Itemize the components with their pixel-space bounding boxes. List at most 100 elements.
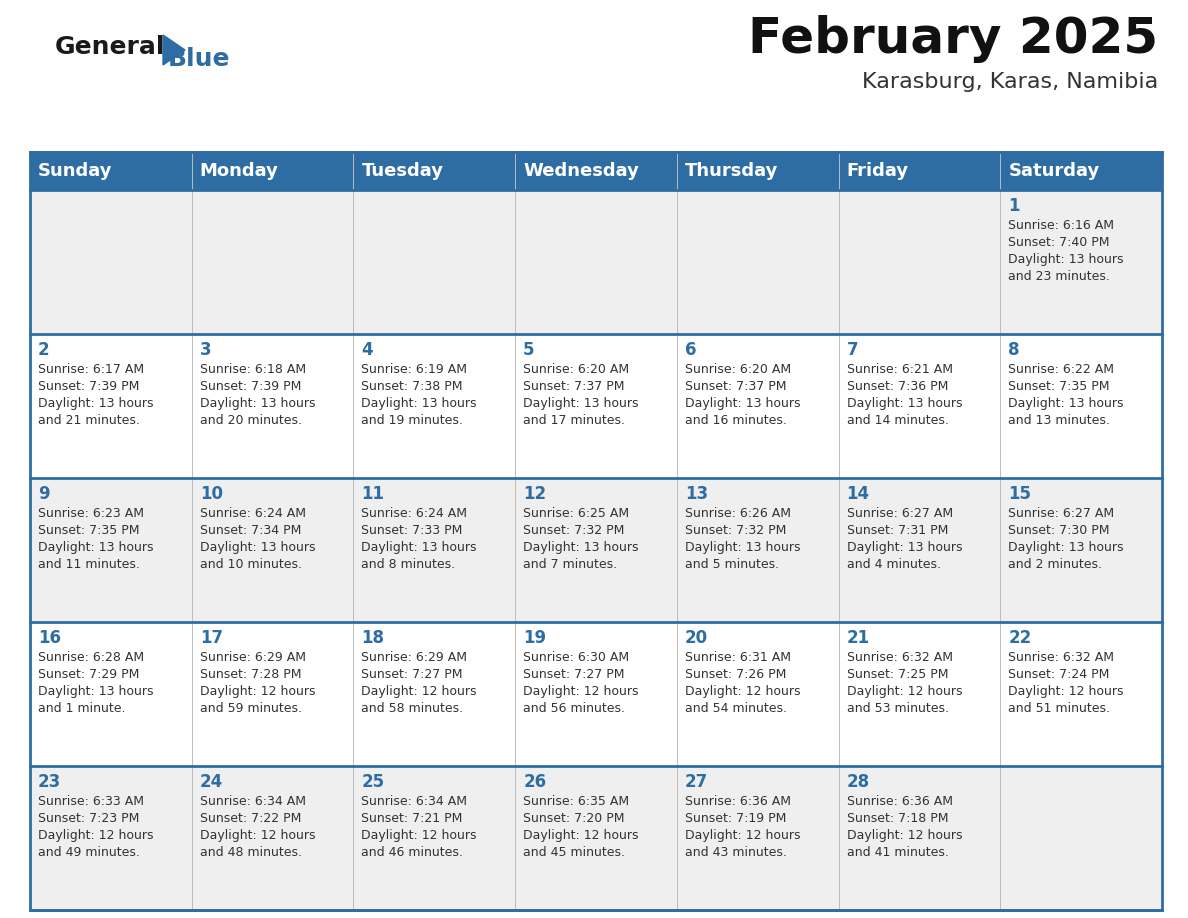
Text: 14: 14 xyxy=(847,485,870,503)
Text: Saturday: Saturday xyxy=(1009,162,1100,180)
Text: 28: 28 xyxy=(847,773,870,791)
Text: General: General xyxy=(55,35,165,59)
Text: Sunrise: 6:19 AM: Sunrise: 6:19 AM xyxy=(361,363,467,376)
Text: Sunrise: 6:20 AM: Sunrise: 6:20 AM xyxy=(684,363,791,376)
Text: Daylight: 13 hours: Daylight: 13 hours xyxy=(1009,541,1124,554)
Text: Sunrise: 6:29 AM: Sunrise: 6:29 AM xyxy=(200,651,305,664)
Text: February 2025: February 2025 xyxy=(748,15,1158,63)
Text: Sunrise: 6:30 AM: Sunrise: 6:30 AM xyxy=(523,651,630,664)
Text: and 23 minutes.: and 23 minutes. xyxy=(1009,270,1110,283)
Text: and 59 minutes.: and 59 minutes. xyxy=(200,702,302,715)
Text: 21: 21 xyxy=(847,629,870,647)
Text: 22: 22 xyxy=(1009,629,1031,647)
Text: 6: 6 xyxy=(684,341,696,359)
Text: 15: 15 xyxy=(1009,485,1031,503)
Text: Daylight: 12 hours: Daylight: 12 hours xyxy=(1009,685,1124,698)
Text: Sunrise: 6:27 AM: Sunrise: 6:27 AM xyxy=(847,507,953,520)
Bar xyxy=(30,152,1162,910)
Text: 12: 12 xyxy=(523,485,546,503)
Text: 2: 2 xyxy=(38,341,50,359)
Text: 5: 5 xyxy=(523,341,535,359)
Text: and 13 minutes.: and 13 minutes. xyxy=(1009,414,1110,427)
Text: Sunrise: 6:28 AM: Sunrise: 6:28 AM xyxy=(38,651,144,664)
Text: Daylight: 13 hours: Daylight: 13 hours xyxy=(361,397,476,410)
Text: 8: 8 xyxy=(1009,341,1019,359)
Text: Sunrise: 6:35 AM: Sunrise: 6:35 AM xyxy=(523,795,630,808)
Text: Sunset: 7:32 PM: Sunset: 7:32 PM xyxy=(523,524,625,537)
Text: and 16 minutes.: and 16 minutes. xyxy=(684,414,786,427)
Text: Daylight: 13 hours: Daylight: 13 hours xyxy=(200,541,315,554)
Text: Daylight: 13 hours: Daylight: 13 hours xyxy=(523,397,639,410)
Text: Sunset: 7:25 PM: Sunset: 7:25 PM xyxy=(847,668,948,681)
Text: and 20 minutes.: and 20 minutes. xyxy=(200,414,302,427)
Text: and 17 minutes.: and 17 minutes. xyxy=(523,414,625,427)
Text: Sunrise: 6:17 AM: Sunrise: 6:17 AM xyxy=(38,363,144,376)
Text: 9: 9 xyxy=(38,485,50,503)
Text: Daylight: 12 hours: Daylight: 12 hours xyxy=(361,685,476,698)
Text: Sunrise: 6:20 AM: Sunrise: 6:20 AM xyxy=(523,363,630,376)
Text: and 49 minutes.: and 49 minutes. xyxy=(38,846,140,859)
Text: and 58 minutes.: and 58 minutes. xyxy=(361,702,463,715)
Text: Sunset: 7:26 PM: Sunset: 7:26 PM xyxy=(684,668,786,681)
Text: 16: 16 xyxy=(38,629,61,647)
Text: Sunrise: 6:32 AM: Sunrise: 6:32 AM xyxy=(847,651,953,664)
Text: Daylight: 12 hours: Daylight: 12 hours xyxy=(847,685,962,698)
Text: and 56 minutes.: and 56 minutes. xyxy=(523,702,625,715)
Bar xyxy=(30,478,1162,622)
Text: Sunrise: 6:21 AM: Sunrise: 6:21 AM xyxy=(847,363,953,376)
Polygon shape xyxy=(163,35,185,65)
Text: 20: 20 xyxy=(684,629,708,647)
Text: 11: 11 xyxy=(361,485,385,503)
Text: Sunset: 7:28 PM: Sunset: 7:28 PM xyxy=(200,668,302,681)
Text: Daylight: 13 hours: Daylight: 13 hours xyxy=(38,541,153,554)
Text: and 19 minutes.: and 19 minutes. xyxy=(361,414,463,427)
Text: Sunset: 7:27 PM: Sunset: 7:27 PM xyxy=(361,668,463,681)
Text: and 14 minutes.: and 14 minutes. xyxy=(847,414,948,427)
Text: and 11 minutes.: and 11 minutes. xyxy=(38,558,140,571)
Text: Sunrise: 6:24 AM: Sunrise: 6:24 AM xyxy=(361,507,467,520)
Text: Daylight: 12 hours: Daylight: 12 hours xyxy=(684,829,801,842)
Text: Daylight: 12 hours: Daylight: 12 hours xyxy=(847,829,962,842)
Text: Daylight: 12 hours: Daylight: 12 hours xyxy=(200,829,315,842)
Bar xyxy=(30,152,1162,190)
Text: Sunrise: 6:33 AM: Sunrise: 6:33 AM xyxy=(38,795,144,808)
Text: and 21 minutes.: and 21 minutes. xyxy=(38,414,140,427)
Text: Daylight: 13 hours: Daylight: 13 hours xyxy=(361,541,476,554)
Text: and 7 minutes.: and 7 minutes. xyxy=(523,558,618,571)
Text: Sunrise: 6:26 AM: Sunrise: 6:26 AM xyxy=(684,507,791,520)
Bar xyxy=(30,334,1162,478)
Text: and 48 minutes.: and 48 minutes. xyxy=(200,846,302,859)
Text: 25: 25 xyxy=(361,773,385,791)
Text: and 54 minutes.: and 54 minutes. xyxy=(684,702,786,715)
Text: Sunset: 7:39 PM: Sunset: 7:39 PM xyxy=(38,380,139,393)
Text: 24: 24 xyxy=(200,773,223,791)
Text: Daylight: 13 hours: Daylight: 13 hours xyxy=(200,397,315,410)
Text: and 45 minutes.: and 45 minutes. xyxy=(523,846,625,859)
Text: Sunset: 7:37 PM: Sunset: 7:37 PM xyxy=(684,380,786,393)
Text: and 46 minutes.: and 46 minutes. xyxy=(361,846,463,859)
Text: Sunrise: 6:34 AM: Sunrise: 6:34 AM xyxy=(200,795,305,808)
Text: Sunset: 7:19 PM: Sunset: 7:19 PM xyxy=(684,812,786,825)
Text: Sunset: 7:34 PM: Sunset: 7:34 PM xyxy=(200,524,301,537)
Text: 13: 13 xyxy=(684,485,708,503)
Text: Sunrise: 6:32 AM: Sunrise: 6:32 AM xyxy=(1009,651,1114,664)
Text: Sunset: 7:24 PM: Sunset: 7:24 PM xyxy=(1009,668,1110,681)
Text: and 2 minutes.: and 2 minutes. xyxy=(1009,558,1102,571)
Text: Sunset: 7:40 PM: Sunset: 7:40 PM xyxy=(1009,236,1110,249)
Text: Sunset: 7:39 PM: Sunset: 7:39 PM xyxy=(200,380,301,393)
Text: Sunset: 7:35 PM: Sunset: 7:35 PM xyxy=(1009,380,1110,393)
Text: Daylight: 13 hours: Daylight: 13 hours xyxy=(1009,397,1124,410)
Text: Daylight: 13 hours: Daylight: 13 hours xyxy=(684,397,801,410)
Text: Daylight: 12 hours: Daylight: 12 hours xyxy=(523,829,639,842)
Text: Thursday: Thursday xyxy=(684,162,778,180)
Bar xyxy=(30,190,1162,334)
Text: Wednesday: Wednesday xyxy=(523,162,639,180)
Text: and 5 minutes.: and 5 minutes. xyxy=(684,558,779,571)
Text: Sunrise: 6:22 AM: Sunrise: 6:22 AM xyxy=(1009,363,1114,376)
Bar xyxy=(30,622,1162,766)
Text: Sunrise: 6:36 AM: Sunrise: 6:36 AM xyxy=(847,795,953,808)
Text: Sunset: 7:32 PM: Sunset: 7:32 PM xyxy=(684,524,786,537)
Text: 10: 10 xyxy=(200,485,222,503)
Text: 4: 4 xyxy=(361,341,373,359)
Text: and 8 minutes.: and 8 minutes. xyxy=(361,558,455,571)
